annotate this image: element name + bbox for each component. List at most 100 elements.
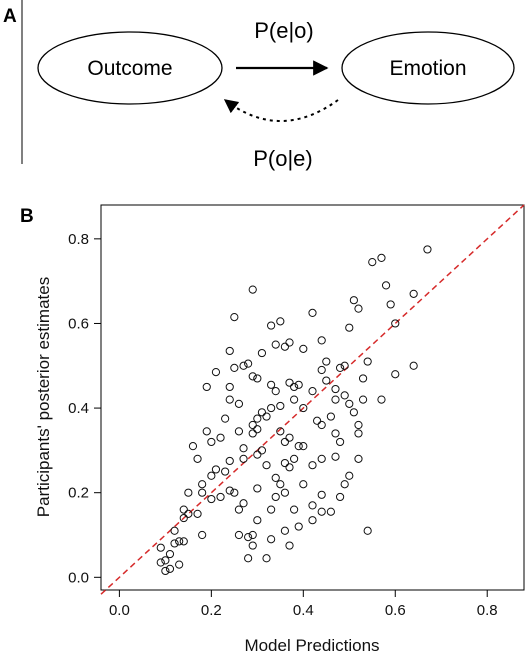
data-point bbox=[253, 374, 262, 383]
data-point bbox=[207, 437, 216, 447]
data-point bbox=[280, 342, 290, 351]
data-point bbox=[280, 437, 290, 447]
data-point bbox=[391, 370, 400, 379]
data-point bbox=[317, 365, 326, 375]
data-point bbox=[262, 554, 271, 563]
data-point bbox=[349, 296, 358, 305]
data-point bbox=[253, 516, 262, 525]
data-point bbox=[308, 387, 317, 396]
outcome-node: Outcome bbox=[37, 31, 223, 105]
data-point bbox=[202, 427, 211, 436]
data-point bbox=[363, 357, 372, 366]
data-point bbox=[179, 505, 188, 514]
data-point bbox=[267, 321, 276, 330]
data-point bbox=[221, 414, 230, 423]
data-point bbox=[331, 452, 340, 461]
data-point bbox=[294, 380, 303, 389]
data-point bbox=[271, 387, 280, 396]
data-point bbox=[234, 399, 244, 408]
data-point bbox=[165, 549, 175, 559]
x-tick-label: 0.2 bbox=[201, 602, 222, 619]
data-point bbox=[326, 507, 335, 516]
data-points bbox=[156, 245, 432, 576]
panel-b-label: B bbox=[20, 206, 34, 227]
data-point bbox=[262, 461, 271, 470]
plot-frame bbox=[100, 204, 525, 591]
data-point bbox=[340, 361, 349, 370]
data-point bbox=[285, 378, 294, 387]
data-point bbox=[326, 412, 335, 421]
data-point bbox=[358, 395, 368, 404]
data-point bbox=[230, 488, 239, 497]
data-point bbox=[308, 501, 317, 510]
data-point bbox=[308, 308, 317, 317]
data-point bbox=[244, 554, 253, 563]
data-point bbox=[225, 395, 234, 404]
data-point bbox=[280, 458, 290, 468]
data-point bbox=[239, 499, 248, 508]
data-point bbox=[225, 456, 234, 466]
data-point bbox=[285, 463, 294, 472]
outcome-node-ellipse bbox=[37, 31, 223, 105]
data-point bbox=[276, 317, 285, 326]
data-point bbox=[216, 492, 225, 502]
data-point bbox=[253, 425, 262, 434]
x-tick-label: 0.6 bbox=[385, 602, 406, 619]
data-point bbox=[253, 484, 262, 493]
data-point bbox=[211, 368, 221, 377]
emotion-node-ellipse bbox=[341, 31, 515, 105]
data-point bbox=[317, 507, 326, 516]
data-point bbox=[354, 454, 363, 463]
data-point bbox=[290, 454, 299, 463]
data-point bbox=[202, 382, 211, 392]
data-point bbox=[267, 380, 276, 389]
data-point bbox=[345, 399, 354, 408]
data-point bbox=[198, 488, 207, 497]
data-point bbox=[308, 516, 317, 525]
y-axis-title: Participants' posterior estimates bbox=[34, 277, 53, 517]
data-point bbox=[299, 442, 308, 451]
backward-edge-label: P(o|e) bbox=[253, 146, 313, 171]
data-point bbox=[271, 473, 280, 482]
data-point bbox=[248, 429, 257, 438]
data-point bbox=[184, 488, 193, 497]
data-point bbox=[340, 480, 349, 489]
data-point bbox=[161, 566, 170, 576]
data-point bbox=[239, 444, 248, 453]
data-point bbox=[193, 509, 202, 518]
data-point bbox=[345, 323, 354, 332]
data-point bbox=[225, 486, 234, 495]
y-tick-label: 0.8 bbox=[68, 231, 89, 248]
x-tick-label: 0.0 bbox=[109, 602, 130, 619]
data-point bbox=[207, 494, 216, 504]
data-point bbox=[363, 526, 372, 535]
data-point bbox=[335, 492, 345, 502]
data-point bbox=[221, 467, 230, 476]
data-point bbox=[345, 471, 354, 480]
backward-arrow bbox=[223, 99, 339, 122]
data-point bbox=[322, 376, 331, 385]
data-point bbox=[381, 281, 391, 290]
emotion-node-label: Emotion bbox=[389, 57, 466, 80]
data-point bbox=[161, 556, 170, 565]
panel-a: A Outcome Emotion P(e|o) P(o|e) bbox=[3, 0, 515, 171]
panel-b: B 0.0 0.2 0.4 0.6 0.8 0.0 0.2 0.4 0.6 0.8 Model … bbox=[20, 204, 525, 655]
data-point bbox=[317, 490, 326, 499]
data-point bbox=[354, 429, 363, 438]
y-tick-label: 0.6 bbox=[68, 315, 89, 332]
data-point bbox=[423, 245, 432, 254]
x-tick-label: 0.8 bbox=[477, 602, 498, 619]
data-point bbox=[184, 509, 193, 518]
data-point bbox=[285, 541, 294, 550]
data-point bbox=[331, 384, 340, 394]
data-point bbox=[299, 480, 308, 489]
data-point bbox=[290, 505, 299, 514]
data-point bbox=[156, 543, 165, 552]
data-point bbox=[248, 285, 257, 294]
data-point bbox=[248, 372, 257, 381]
data-point bbox=[253, 414, 262, 423]
data-point bbox=[170, 526, 179, 535]
data-point bbox=[299, 403, 308, 413]
data-point bbox=[358, 374, 368, 383]
